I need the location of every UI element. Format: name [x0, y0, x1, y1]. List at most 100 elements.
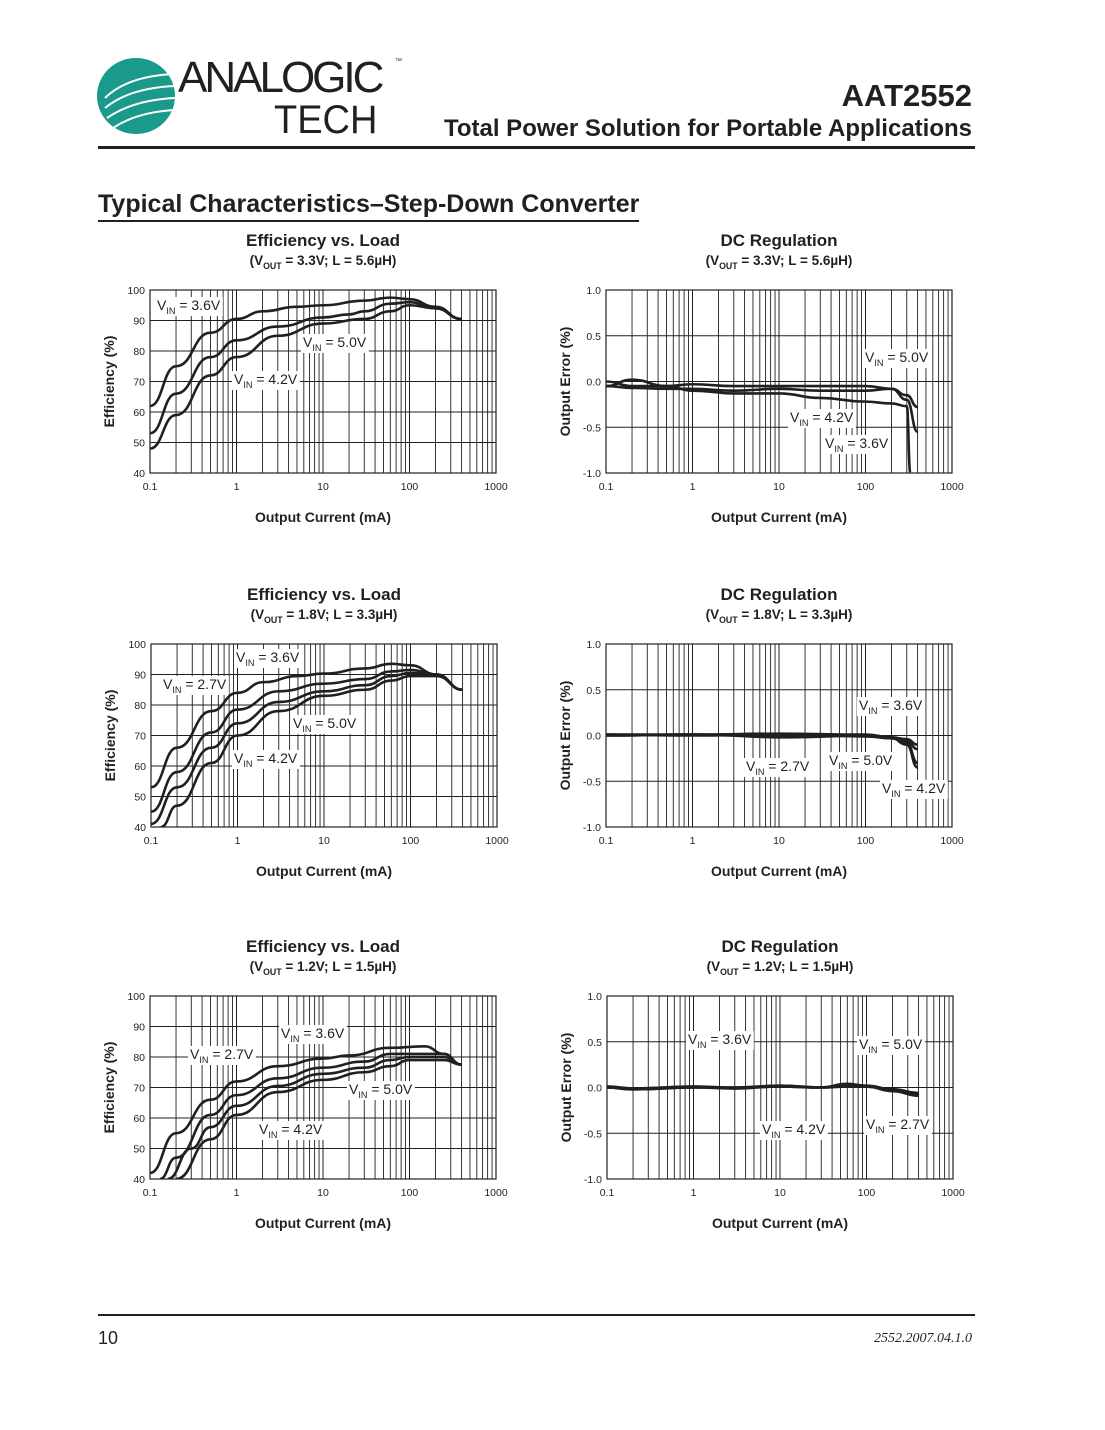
series-line-36 [150, 296, 462, 408]
x-tick-label: 10 [773, 835, 785, 847]
x-tick-label: 1 [234, 1187, 240, 1199]
series-label: VIN = 5.0V [349, 1081, 413, 1100]
series-label: VIN = 3.6V [281, 1025, 345, 1044]
x-axis-label: Output Current (mA) [712, 1215, 848, 1231]
series-label-bg [188, 1046, 256, 1065]
series-label-bg [760, 1121, 828, 1140]
x-axis-label: Output Current (mA) [711, 509, 847, 525]
y-tick-label: -0.5 [583, 422, 601, 434]
series-label-bg [257, 1121, 325, 1140]
chart-title: Efficiency vs. Load [247, 585, 401, 604]
y-tick-label: 70 [133, 1083, 145, 1095]
series-line-42 [150, 300, 462, 435]
chart-title: DC Regulation [721, 937, 838, 956]
x-tick-label: 1 [235, 835, 241, 847]
series-label: VIN = 2.7V [746, 758, 810, 777]
y-tick-label: 0.0 [586, 731, 601, 743]
series-label: VIN = 5.0V [829, 752, 893, 771]
y-axis-label: Efficiency (%) [101, 1042, 117, 1134]
document-version: 2552.2007.04.1.0 [874, 1331, 972, 1346]
y-tick-label: 1.0 [586, 639, 601, 651]
header-divider [98, 146, 975, 149]
series-label-bg [279, 1025, 347, 1044]
series-label-bg [686, 1031, 754, 1050]
x-tick-label: 1 [690, 481, 696, 493]
series-label: VIN = 4.2V [882, 780, 946, 799]
series-label-bg [880, 780, 948, 799]
x-tick-label: 10 [317, 481, 329, 493]
y-tick-label: 90 [133, 316, 145, 328]
x-tick-label: 1000 [485, 835, 509, 847]
y-tick-label: 80 [133, 346, 145, 358]
chart-subtitle: (VOUT = 1.8V; L = 3.3µH) [251, 607, 398, 625]
chart-6: DC Regulation (VOUT = 1.2V; L = 1.5µH) 0.1… [558, 937, 965, 1231]
page-number: 10 [98, 1328, 119, 1348]
chart-subtitle: (VOUT = 1.8V; L = 3.3µH) [706, 607, 853, 625]
series-label: VIN = 2.7V [190, 1046, 254, 1065]
chart-3: Efficiency vs. Load (VOUT = 1.8V; L = 3.3… [102, 585, 509, 879]
grid [149, 995, 497, 1180]
series-line-36 [151, 668, 463, 814]
y-axis-label: Efficiency (%) [102, 690, 118, 782]
series-label: VIN = 2.7V [866, 1116, 930, 1135]
y-tick-label: 60 [134, 761, 146, 773]
logo-swoosh-icon [104, 73, 175, 129]
x-tick-label: 100 [857, 481, 875, 493]
y-tick-label: -1.0 [583, 468, 601, 480]
chart-subtitle: (VOUT = 1.2V; L = 1.5µH) [707, 959, 854, 977]
x-tick-label: 10 [774, 1187, 786, 1199]
series-label-bg [857, 697, 925, 716]
x-tick-label: 100 [401, 1187, 419, 1199]
x-tick-label: 10 [318, 835, 330, 847]
y-tick-label: 90 [133, 1022, 145, 1034]
series-label-bg [232, 750, 300, 769]
y-tick-label: -1.0 [584, 1174, 602, 1186]
logo-trademark: ™ [395, 58, 402, 65]
series-label: VIN = 3.6V [157, 297, 221, 316]
series-label-bg [827, 752, 895, 771]
x-tick-label: 1000 [484, 481, 508, 493]
series-label: VIN = 5.0V [303, 334, 367, 353]
y-tick-label: 0.5 [587, 1037, 602, 1049]
x-tick-label: 1 [690, 835, 696, 847]
y-tick-label: -1.0 [583, 822, 601, 834]
y-axis-label: Output Error (%) [557, 681, 573, 791]
series-label-bg [857, 1036, 925, 1055]
series-label-bg [788, 409, 856, 428]
chart-title: Efficiency vs. Load [246, 937, 400, 956]
y-tick-label: 90 [134, 670, 146, 682]
chart-title: Efficiency vs. Load [246, 231, 400, 250]
series-label-bg [347, 1081, 415, 1100]
y-tick-label: 100 [127, 991, 145, 1003]
y-tick-label: 50 [134, 792, 146, 804]
series-line-50 [160, 674, 463, 827]
series-line-27 [150, 1045, 462, 1175]
x-tick-label: 0.1 [599, 481, 614, 493]
series-label-bg [291, 715, 359, 734]
x-tick-label: 0.1 [144, 835, 159, 847]
series-line-42 [151, 671, 463, 826]
series-line-42 [167, 1055, 462, 1179]
x-tick-label: 10 [317, 1187, 329, 1199]
series-label-bg [301, 334, 369, 353]
y-axis-label: Output Error (%) [558, 1033, 574, 1143]
chart-2: DC Regulation (VOUT = 3.3V; L = 5.6µH) 0.1… [557, 231, 964, 525]
series-label: VIN = 3.6V [825, 435, 889, 454]
x-axis-label: Output Current (mA) [255, 509, 391, 525]
x-tick-label: 0.1 [600, 1187, 615, 1199]
y-tick-label: 0.0 [587, 1083, 602, 1095]
footer-divider [98, 1314, 975, 1316]
y-tick-label: 0.5 [586, 685, 601, 697]
series-line-27 [607, 1084, 919, 1098]
series-label: VIN = 2.7V [163, 676, 227, 695]
series-label-bg [823, 435, 891, 454]
series-label: VIN = 4.2V [259, 1121, 323, 1140]
chart-subtitle: (VOUT = 3.3V; L = 5.6µH) [706, 253, 853, 271]
series-label: VIN = 3.6V [236, 649, 300, 668]
chart-subtitle: (VOUT = 3.3V; L = 5.6µH) [250, 253, 397, 271]
chart-title: DC Regulation [720, 585, 837, 604]
x-tick-label: 1 [234, 481, 240, 493]
y-tick-label: 0.0 [586, 377, 601, 389]
y-tick-label: 40 [134, 822, 146, 834]
series-label-bg [864, 1116, 932, 1135]
